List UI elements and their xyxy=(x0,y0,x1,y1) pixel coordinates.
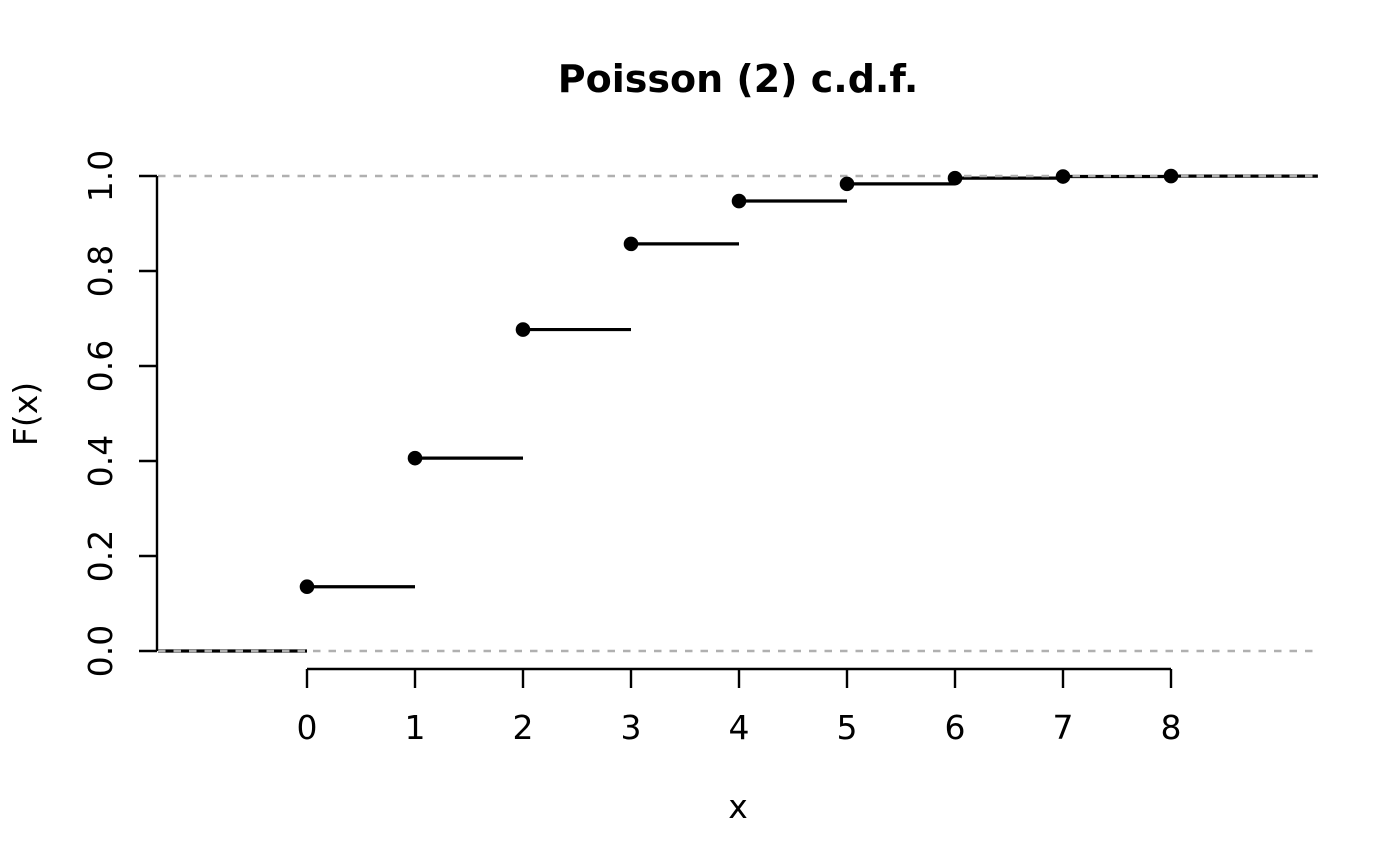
x-tick-label: 1 xyxy=(405,708,426,747)
data-point xyxy=(731,193,747,209)
x-tick-label: 0 xyxy=(297,708,318,747)
data-point xyxy=(1055,169,1071,184)
data-points-layer xyxy=(299,168,1179,595)
axes-layer: 0.0 0.2 0.4 0.6 0.8 1.0 0 1 2 3 4 5 6 7 8 xyxy=(81,150,1182,747)
x-tick-label: 5 xyxy=(837,708,858,747)
data-point xyxy=(299,579,315,595)
y-axis-title: F(x) xyxy=(6,382,45,446)
y-tick-label: 1.0 xyxy=(81,150,120,202)
x-tick-label: 3 xyxy=(621,708,642,747)
guide-lines-layer xyxy=(158,174,1318,653)
x-tick-label: 4 xyxy=(729,708,750,747)
y-tick-label: 0.2 xyxy=(81,530,120,582)
y-tick-label: 0.4 xyxy=(81,435,120,487)
x-tick-label: 7 xyxy=(1053,708,1074,747)
data-point xyxy=(839,176,855,192)
x-tick-label: 2 xyxy=(513,708,534,747)
step-segments-layer xyxy=(157,174,1318,653)
data-point xyxy=(515,322,531,337)
y-tick-label: 0.8 xyxy=(81,245,120,297)
data-point xyxy=(407,450,423,466)
data-point xyxy=(947,170,963,186)
x-tick-label: 8 xyxy=(1161,708,1182,747)
x-axis-title: x xyxy=(728,787,748,826)
x-tick-label: 6 xyxy=(945,708,966,747)
y-tick-label: 0.6 xyxy=(81,340,120,392)
chart-title: Poisson (2) c.d.f. xyxy=(558,57,919,101)
data-point xyxy=(1163,168,1179,184)
data-point xyxy=(623,236,639,252)
y-tick-label: 0.0 xyxy=(81,625,120,677)
